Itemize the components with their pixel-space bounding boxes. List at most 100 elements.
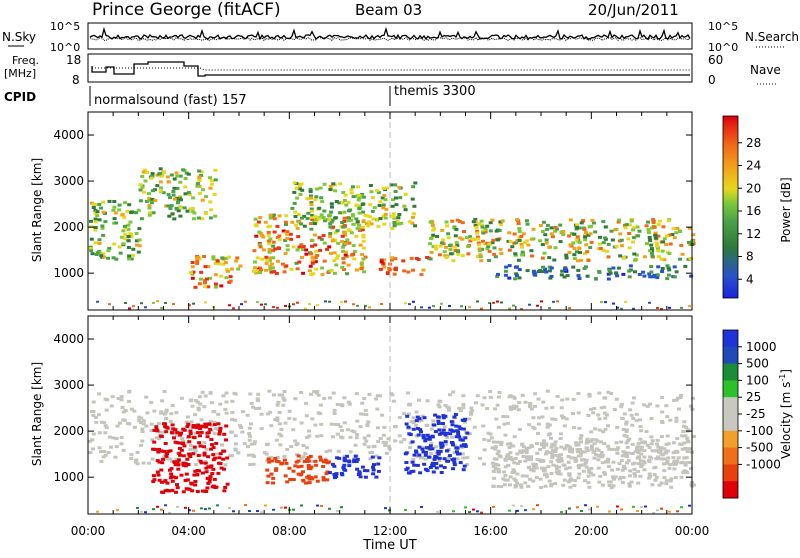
power-cell [309, 227, 314, 231]
velocity-cell [97, 431, 102, 435]
power-cell [314, 249, 319, 253]
power-cell [433, 244, 438, 248]
power-cell [313, 215, 318, 219]
velocity-cell [185, 478, 190, 482]
power-cell [122, 215, 127, 219]
velocity-cell [265, 442, 270, 446]
velocity-cell [252, 455, 257, 458]
power-cell [616, 220, 621, 224]
velocity-cell [618, 475, 623, 479]
power-cell [480, 307, 483, 310]
power-cell [314, 195, 319, 199]
power-cell [254, 271, 259, 275]
velocity-cell [352, 460, 357, 464]
power-cell [507, 248, 512, 252]
power-cell [607, 269, 612, 272]
velocity-cell [269, 456, 274, 460]
velocity-cell [273, 457, 278, 460]
velocity-cell [532, 466, 537, 470]
power-cell [520, 245, 524, 249]
velocity-cell [628, 474, 632, 478]
velocity-cell [198, 459, 203, 463]
velocity-cell [310, 417, 315, 421]
freq-tick-low: 8 [72, 73, 80, 87]
power-cell [477, 243, 482, 247]
velocity-cell [409, 420, 414, 424]
velocity-cell [161, 457, 165, 461]
power-cell [327, 245, 332, 249]
velocity-colorbar-tick-label: 1000 [746, 340, 777, 354]
power-cell [457, 220, 462, 223]
velocity-cell [684, 425, 688, 429]
velocity-cell [443, 433, 448, 437]
power-cell [158, 180, 163, 184]
power-cell [431, 233, 436, 237]
power-cell [519, 235, 524, 238]
velocity-cell [644, 430, 649, 433]
y-tick-label: 4000 [53, 128, 84, 142]
velocity-cell [127, 389, 132, 393]
power-cell [224, 256, 229, 260]
power-cell [395, 219, 400, 223]
power-cell [480, 247, 484, 251]
velocity-cell [280, 461, 285, 465]
power-cell [290, 206, 295, 210]
power-cell [199, 277, 203, 281]
velocity-cell [221, 394, 226, 398]
velocity-cell [454, 446, 459, 450]
velocity-cell [455, 450, 459, 454]
velocity-cell [358, 412, 363, 416]
velocity-cell [127, 400, 131, 403]
power-colorbar-tick-label: 28 [746, 136, 761, 150]
velocity-cell [634, 419, 639, 423]
power-cell [678, 257, 683, 261]
power-cell [397, 213, 402, 216]
velocity-cell [512, 469, 517, 473]
velocity-cell [433, 413, 438, 417]
power-cell [536, 304, 539, 307]
velocity-cell [162, 456, 167, 460]
power-cell [485, 224, 490, 228]
velocity-cell [199, 461, 204, 465]
power-cell [650, 251, 654, 255]
velocity-cell [200, 390, 205, 394]
power-cell [632, 252, 637, 256]
velocity-cell [582, 463, 587, 467]
power-cell [460, 237, 465, 241]
velocity-colorbar-tick-label: -25 [746, 407, 766, 421]
power-cell [678, 230, 682, 234]
velocity-cell [307, 477, 312, 481]
power-cell [473, 217, 478, 221]
power-cell [292, 201, 297, 205]
velocity-cell [680, 447, 685, 451]
velocity-cell [639, 445, 644, 449]
power-cell [112, 205, 117, 209]
velocity-cell [584, 458, 589, 462]
power-cell [553, 229, 558, 233]
velocity-cell [660, 457, 665, 461]
velocity-cell [313, 423, 318, 427]
velocity-cell [640, 463, 645, 467]
velocity-cell [669, 477, 674, 481]
velocity-cell [328, 507, 331, 510]
velocity-cell [529, 407, 534, 411]
power-cell [302, 224, 307, 228]
velocity-cell [650, 439, 655, 443]
power-cell [285, 230, 290, 234]
velocity-cell [685, 471, 690, 474]
velocity-cell [593, 453, 598, 457]
power-cell [358, 243, 363, 247]
cpid-mode-normalsound: normalsound (fast) 157 [94, 93, 247, 108]
velocity-cell [613, 475, 618, 479]
velocity-cell [625, 445, 630, 449]
power-cell [578, 251, 582, 254]
velocity-cell [411, 457, 416, 461]
power-cell [582, 227, 587, 231]
velocity-cell [452, 460, 457, 464]
power-cell [268, 267, 273, 271]
power-cell [139, 217, 144, 221]
velocity-cell [352, 458, 357, 462]
velocity-cell [97, 446, 102, 450]
velocity-cell [443, 414, 448, 418]
